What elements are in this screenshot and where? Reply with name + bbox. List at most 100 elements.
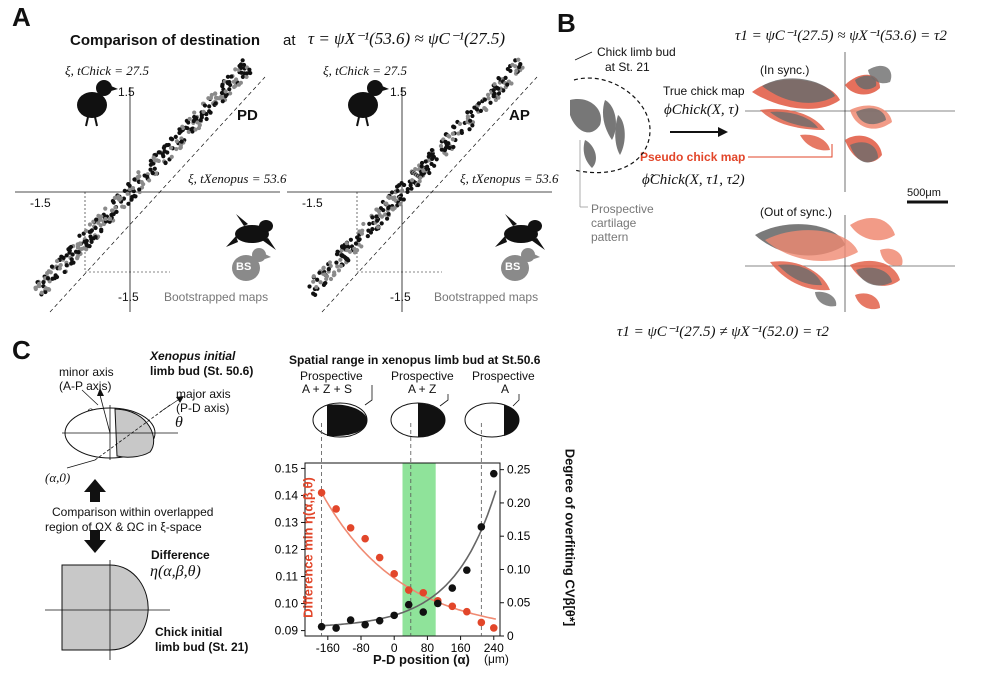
scatter-point [141,182,146,187]
scatter-point [505,82,510,87]
scatter-point [240,74,245,79]
scatter-point [116,194,121,199]
scatter-point [381,208,386,213]
scatter-point [328,276,334,282]
chick-limb-bud-shape [61,564,149,651]
y-left-tick-label: 0.13 [275,515,299,529]
scatter-point [514,68,519,73]
scatter-point [496,91,502,96]
scatter-point [317,270,322,275]
scatter-point [177,127,182,132]
frog-icon-left [226,214,276,250]
scatter-point [186,120,191,125]
scatter-point [503,75,508,80]
scatter-point [400,188,405,193]
x-tick-label: 80 [421,641,435,655]
y-left-tick-label: 0.12 [275,543,299,557]
scatter-point [77,233,82,238]
scatter-point [165,150,170,155]
scatter-point [204,116,209,122]
bootstrap-bracket [356,192,442,273]
scatter-point [476,101,482,106]
scatter-point [96,220,101,225]
difference-point [489,624,498,632]
panel-b-prospective: Prospective [591,202,654,216]
chick-title-2: limb bud (St. 21) [155,640,249,654]
scatter-point [451,144,456,150]
prospective-3: Prospective [472,369,535,383]
scatter-point [68,244,74,250]
chart-ylabel-left-text: Difference min η(α,β,θ) [300,477,316,618]
chart-ylabel-right-text: Degree of overfitting CVβ[θ*] [562,448,578,627]
scatter-point [67,248,72,253]
scatter-point [195,120,200,125]
scatter-point [450,131,455,136]
scatter-point [427,170,432,176]
overfitting-point [489,469,498,478]
prospective-2: Prospective [391,369,454,383]
panel-b-chick-limb-bud: Chick limb bud [597,45,676,59]
scatter-point [314,285,319,290]
theta-label: θ [175,414,183,431]
scatter-point [178,143,183,148]
overfitting-point [346,616,355,624]
frog-icon-right [495,214,545,250]
pd-ytick-top: 1.5 [118,85,135,99]
scatter-point [148,158,153,163]
scatter-point [413,167,418,172]
scatter-point [132,177,137,182]
scatter-point [348,237,353,242]
scatter-point [509,81,514,86]
scatter-point [434,157,439,162]
scatter-point [240,58,245,63]
scatter-point [508,68,513,74]
scatter-point [225,80,230,85]
scatter-point [459,130,465,135]
scatter-point [81,246,87,251]
prospective-2-sub: A + Z [408,382,437,396]
scatter-point [398,196,403,201]
scatter-point [161,145,166,150]
overfitting-point [361,620,369,629]
difference-point [346,524,355,532]
in-sync-maps [752,65,892,163]
scatter-point [315,277,320,282]
scatter-point [160,152,165,157]
scatter-point [54,274,60,280]
scatter-point [375,208,380,213]
scatter-point [45,271,50,276]
bud-a-z-s [312,385,373,438]
scatter-point [114,209,119,215]
minor-axis-line [99,394,111,434]
scatter-point [405,187,410,192]
x-tick-label: -80 [352,641,370,655]
scatter-point [64,253,69,258]
y-left-tick-label: 0.09 [275,624,299,638]
chart-ylabel-right: Degree of overfitting CVβ[θ*] [563,408,578,668]
minor-axis-sub: (A-P axis) [59,379,112,393]
scatter-point [418,175,423,180]
scatter-point [368,230,374,235]
comparison-text-2: region of ΩX & ΩC in ξ-space [45,520,202,534]
scatter-point [386,211,391,216]
scatter-point [213,101,218,106]
scatter-point [202,103,208,108]
scatter-point [465,110,470,115]
scatter-point [199,113,204,118]
scatter-point [486,96,491,101]
difference-point [390,570,399,578]
scatter-point [241,62,247,68]
scatter-point [338,257,343,262]
scatter-point [361,221,366,227]
limb-bud-leader [574,51,593,61]
scatter-point [113,205,118,210]
scatter-point [338,264,344,269]
scatter-point [87,244,92,249]
scatter-point [107,219,112,224]
difference-point [317,488,326,497]
scatter-point [33,286,38,292]
scatter-point [228,91,233,96]
overfitting-point [375,616,384,625]
